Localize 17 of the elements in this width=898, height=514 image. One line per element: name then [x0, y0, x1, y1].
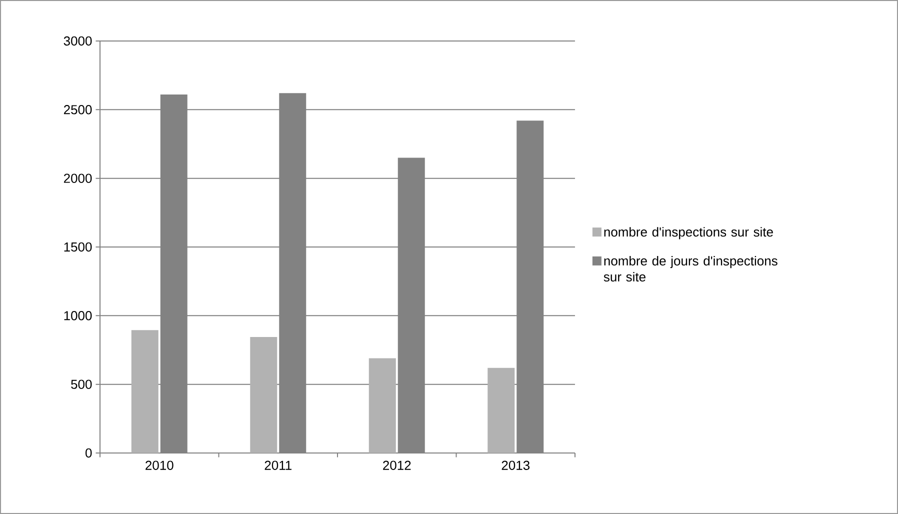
x-tick-label: 2010 [146, 460, 174, 470]
bar [250, 336, 278, 453]
y-tick-label: 2000 [64, 174, 92, 183]
bar [131, 330, 158, 453]
y-tick-label: 1500 [64, 242, 92, 252]
y-tick-label: 0 [86, 448, 92, 458]
x-tick-label: 2011 [264, 460, 292, 470]
y-tick-label: 3000 [64, 36, 92, 46]
legend-label: nombre de jours d'inspections sur site [604, 256, 778, 282]
legend-label: nombre d'inspections sur site [604, 227, 773, 240]
x-tick-label: 2012 [383, 460, 411, 470]
y-tick-label: 2500 [64, 105, 92, 114]
y-tick-label: 500 [71, 380, 92, 389]
bar [488, 368, 515, 453]
bar [368, 358, 396, 453]
y-tick-label: 1000 [64, 311, 92, 320]
x-tick-label: 2013 [502, 460, 530, 470]
